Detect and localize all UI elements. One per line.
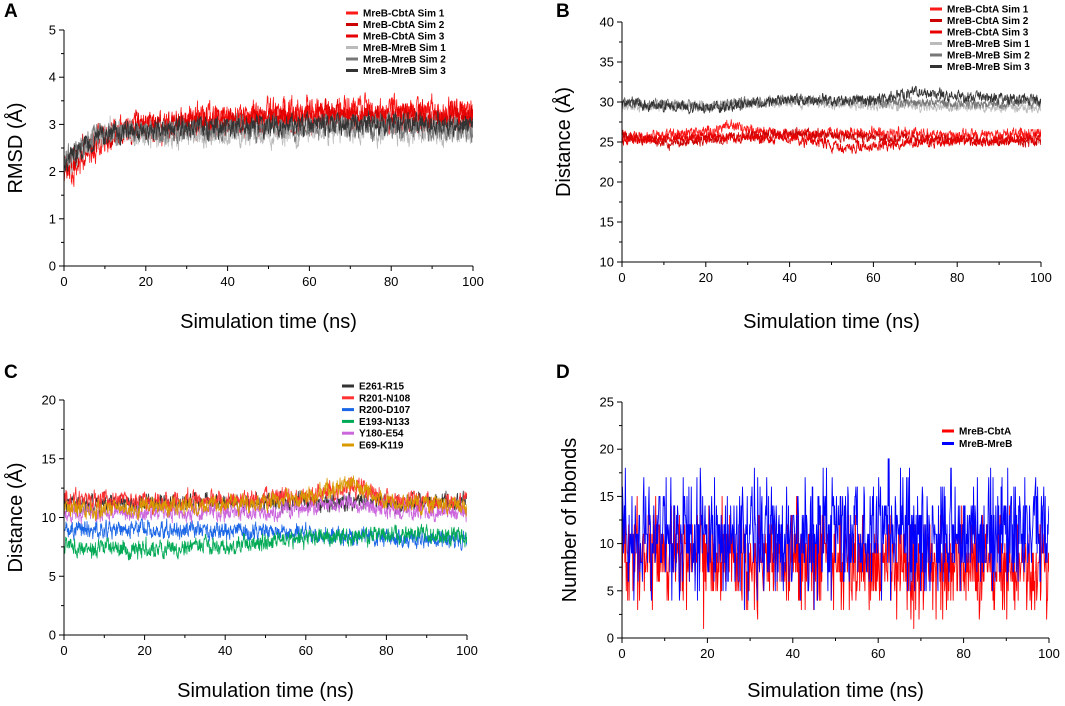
x-tick-label: 100 xyxy=(1038,646,1060,661)
y-tick-label: 25 xyxy=(600,135,614,150)
x-tick-label: 0 xyxy=(60,274,67,289)
y-tick-label: 15 xyxy=(600,215,614,230)
x-tick-label: 0 xyxy=(60,643,67,658)
legend-label: MreB-MreB Sim 1 xyxy=(363,43,446,54)
x-tick-label: 100 xyxy=(456,643,478,658)
x-tick-label: 0 xyxy=(618,270,625,285)
series-line-mreb-mreb-sim-3 xyxy=(622,85,1041,115)
legend-label: E69-K119 xyxy=(359,441,404,452)
y-tick-label: 4 xyxy=(49,70,56,85)
legend-label: MreB-MreB Sim 2 xyxy=(947,51,1030,62)
y-tick-label: 30 xyxy=(600,95,614,110)
y-tick-label: 20 xyxy=(42,393,56,408)
y-tick-label: 10 xyxy=(42,510,56,525)
y-tick-label: 3 xyxy=(49,117,56,132)
series-line-mreb-mreb-sim-3 xyxy=(64,110,473,172)
x-tick-label: 100 xyxy=(1030,270,1052,285)
legend-label: MreB-CbtA Sim 1 xyxy=(363,9,445,20)
x-tick-label: 20 xyxy=(699,270,713,285)
legend-label: MreB-MreB xyxy=(959,439,1012,450)
y-tick-label: 35 xyxy=(600,55,614,70)
y-tick-label: 5 xyxy=(49,23,56,38)
legend-label: MreB-CbtA xyxy=(959,427,1011,438)
panel-d-letter: D xyxy=(556,362,570,383)
legend-label: MreB-MreB Sim 2 xyxy=(363,55,446,66)
x-axis-title: Simulation time (ns) xyxy=(743,311,920,333)
series-line-mreb-cbta-sim-3 xyxy=(622,130,1041,154)
legend-label: MreB-CbtA Sim 3 xyxy=(947,28,1029,39)
y-tick-label: 2 xyxy=(49,164,56,179)
y-axis-title: Distance (Å) xyxy=(4,462,27,572)
legend-label: MreB-CbtA Sim 3 xyxy=(363,32,445,43)
y-tick-label: 0 xyxy=(49,259,56,274)
y-tick-label: 20 xyxy=(600,442,614,457)
x-tick-label: 20 xyxy=(137,643,151,658)
legend-label: MreB-CbtA Sim 2 xyxy=(947,16,1029,27)
y-tick-label: 15 xyxy=(600,489,614,504)
legend-label: R201-N108 xyxy=(359,393,411,404)
x-tick-label: 80 xyxy=(956,646,970,661)
panel-c: C 0 20 40 60 80 100 0 5 10 15 20 Simulation time (n… xyxy=(4,362,478,702)
x-tick-label: 40 xyxy=(782,270,796,285)
legend: E261-R15R201-N108R200-D107E193-N133Y180-… xyxy=(342,382,411,452)
x-tick-label: 40 xyxy=(218,643,232,658)
x-tick-label: 100 xyxy=(462,274,484,289)
panel-b: B 0 20 40 60 80 100 10 15 20 25 30 35 40 Simulation t… xyxy=(552,1,1052,333)
x-tick-label: 80 xyxy=(379,643,393,658)
legend-label: MreB-MreB Sim 3 xyxy=(363,66,446,77)
x-tick-label: 60 xyxy=(866,270,880,285)
panel-a-letter: A xyxy=(4,1,18,22)
panel-a: A 0 20 40 60 80 100 0 1 2 3 4 5 Simulation time (ns)… xyxy=(4,1,484,333)
legend-label: E261-R15 xyxy=(359,382,404,393)
x-tick-label: 60 xyxy=(871,646,885,661)
y-tick-label: 15 xyxy=(42,451,56,466)
y-axis-title: RMSD (Å) xyxy=(4,102,27,193)
y-tick-label: 10 xyxy=(600,255,614,270)
x-tick-label: 60 xyxy=(302,274,316,289)
series-line-mreb-cbta-sim-3 xyxy=(64,98,473,182)
panel-d: D 0 20 40 60 80 100 0 5 10 15 20 25 Simulation time … xyxy=(556,362,1060,702)
panel-b-letter: B xyxy=(556,1,570,22)
y-tick-label: 0 xyxy=(607,631,614,646)
x-axis-title: Simulation time (ns) xyxy=(747,680,924,702)
x-axis-title: Simulation time (ns) xyxy=(180,311,357,333)
x-axis-title: Simulation time (ns) xyxy=(177,680,354,702)
panel-c-letter: C xyxy=(4,362,18,383)
series-line-e193-n133 xyxy=(64,523,467,561)
series-line-mreb-mreb xyxy=(622,458,1049,611)
x-tick-label: 20 xyxy=(139,274,153,289)
y-tick-label: 1 xyxy=(49,211,56,226)
y-axis-title: Distance (Å) xyxy=(552,87,575,197)
legend-label: E193-N133 xyxy=(359,417,410,428)
legend-label: MreB-MreB Sim 3 xyxy=(947,62,1030,73)
x-tick-label: 60 xyxy=(299,643,313,658)
x-tick-label: 40 xyxy=(786,646,800,661)
x-tick-label: 20 xyxy=(700,646,714,661)
x-tick-label: 0 xyxy=(618,646,625,661)
x-tick-label: 80 xyxy=(384,274,398,289)
x-tick-label: 80 xyxy=(950,270,964,285)
y-tick-label: 5 xyxy=(607,583,614,598)
legend-label: Y180-E54 xyxy=(359,429,404,440)
legend-label: MreB-CbtA Sim 2 xyxy=(363,20,445,31)
legend-label: MreB-MreB Sim 1 xyxy=(947,39,1030,50)
y-tick-label: 5 xyxy=(49,569,56,584)
legend-label: R200-D107 xyxy=(359,405,411,416)
series-line-e69-k119 xyxy=(64,475,467,521)
y-tick-label: 25 xyxy=(600,395,614,410)
y-tick-label: 40 xyxy=(600,15,614,30)
y-tick-label: 0 xyxy=(49,628,56,643)
x-tick-label: 40 xyxy=(220,274,234,289)
y-axis-title: Number of hbonds xyxy=(559,438,581,603)
y-tick-label: 10 xyxy=(600,536,614,551)
y-tick-label: 20 xyxy=(600,175,614,190)
legend-label: MreB-CbtA Sim 1 xyxy=(947,5,1029,16)
